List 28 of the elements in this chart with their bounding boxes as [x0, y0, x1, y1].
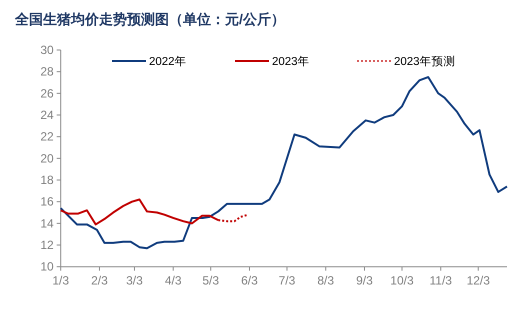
x-tick-label: 8/3: [317, 274, 334, 288]
x-tick-label: 11/3: [430, 274, 452, 288]
line-series: [60, 76, 508, 250]
y-tick-label: 10: [40, 260, 54, 274]
y-tick-label: 18: [40, 173, 54, 188]
legend-label: 2023年预测: [394, 55, 456, 68]
y-tick-label: 28: [40, 64, 54, 79]
y-tick-label: 24: [40, 108, 54, 122]
y-tick-label: 20: [40, 151, 54, 166]
chart-title: 全国生猪均价走势预测图（单位：元/公斤）: [14, 11, 285, 27]
y-tick-label: 22: [40, 130, 54, 144]
x-tick-label: 12/3: [466, 274, 490, 288]
legend-label: 2023年: [272, 55, 310, 68]
x-tick-label: 10/3: [390, 274, 414, 288]
x-tick-label: 5/3: [202, 274, 220, 288]
x-tick-label: 6/3: [241, 274, 258, 288]
legend-label: 2022年: [149, 55, 187, 68]
x-tick-label: 7/3: [278, 274, 296, 288]
y-tick-label: 26: [40, 86, 54, 100]
x-tick-label: 1/3: [52, 274, 70, 288]
x-tick-label: 2/3: [91, 274, 108, 288]
x-tick-label: 4/3: [164, 274, 182, 288]
x-tick-label: 9/3: [356, 274, 374, 288]
y-tick-label: 16: [40, 194, 54, 209]
x-tick-label: 3/3: [126, 274, 144, 288]
y-tick-label: 30: [40, 43, 54, 57]
y-tick-label: 12: [40, 238, 54, 252]
y-tick-label: 14: [40, 216, 54, 230]
